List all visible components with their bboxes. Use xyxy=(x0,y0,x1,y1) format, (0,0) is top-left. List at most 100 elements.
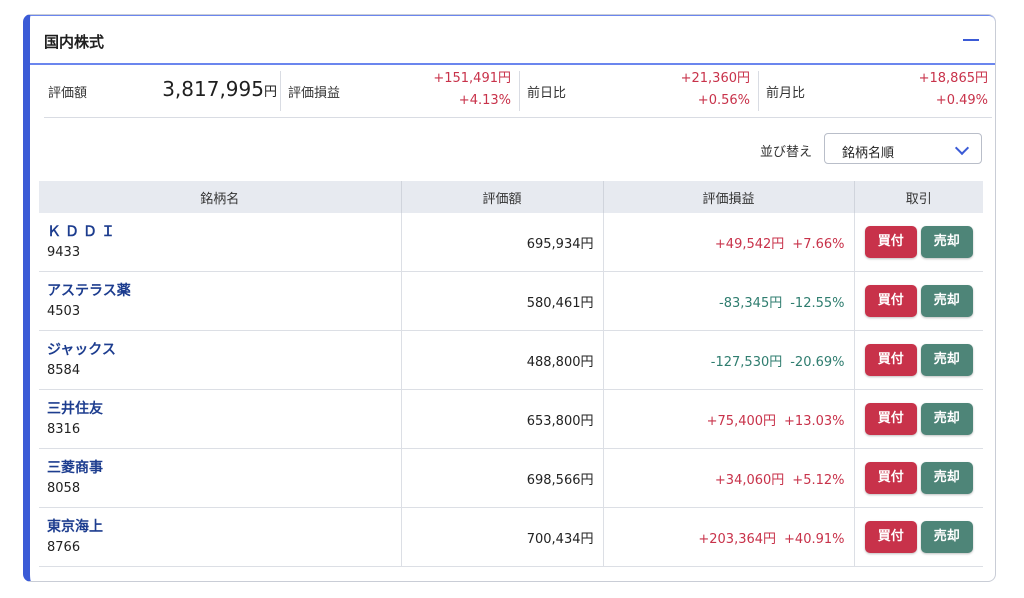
buy-button[interactable]: 買付 xyxy=(864,521,917,553)
header-trade: 取引 xyxy=(854,181,983,213)
valuation-cell: 580,461円 xyxy=(401,271,604,331)
pl-amount: +75,400円 xyxy=(706,413,777,429)
pl-amount: -127,530円 xyxy=(710,354,783,370)
panel-header: 国内株式 xyxy=(30,15,995,65)
stock-cell: ジャックス 8584 xyxy=(39,330,402,390)
stock-cell: 三井住友 8316 xyxy=(39,389,402,449)
valuation-cell: 695,934円 xyxy=(401,213,604,272)
trade-cell: 買付 売却 xyxy=(854,389,983,449)
valuation-cell: 698,566円 xyxy=(401,448,604,508)
profit-loss-cell: +34,060円 +5.12% xyxy=(603,448,855,508)
valuation-cell: 653,800円 xyxy=(401,389,604,449)
summary-month: 前月比 +18,865円 +0.49% xyxy=(766,67,988,117)
stock-cell: 三菱商事 8058 xyxy=(39,448,402,508)
holdings-table: 銘柄名 評価額 評価損益 取引 ＫＤＤＩ 9433 695,934円 +49,5… xyxy=(39,181,983,567)
month-change-label: 前月比 xyxy=(766,86,806,101)
table-row: 東京海上 8766 700,434円 +203,364円 +40.91% 買付 売却 xyxy=(39,507,983,567)
pl-amount: +34,060円 xyxy=(714,472,785,488)
pl-amount: +151,491円 xyxy=(433,71,511,86)
stock-name-link[interactable]: ＫＤＤＩ xyxy=(47,223,119,240)
table-row: 三菱商事 8058 698,566円 +34,060円 +5.12% 買付 売却 xyxy=(39,448,983,508)
day-change-label: 前日比 xyxy=(527,86,567,101)
table-row: ＫＤＤＩ 9433 695,934円 +49,542円 +7.66% 買付 売却 xyxy=(39,213,983,272)
profit-loss-cell: -127,530円 -20.69% xyxy=(603,330,855,390)
trade-cell: 買付 売却 xyxy=(854,213,983,272)
trade-cell: 買付 売却 xyxy=(854,507,983,567)
month-change-percent: +0.49% xyxy=(935,93,988,108)
stock-cell: 東京海上 8766 xyxy=(39,507,402,567)
sell-button[interactable]: 売却 xyxy=(920,462,973,494)
header-profit-loss: 評価損益 xyxy=(603,181,855,213)
table-row: アステラス薬 4503 580,461円 -83,345円 -12.55% 買付売… xyxy=(39,271,983,331)
stock-name-link[interactable]: 三菱商事 xyxy=(47,459,103,476)
stock-name-link[interactable]: ジャックス xyxy=(47,341,116,358)
buy-button[interactable]: 買付 xyxy=(864,285,917,317)
divider xyxy=(280,71,281,111)
table-row: ジャックス 8584 488,800円 -127,530円 -20.69% 買付売… xyxy=(39,330,983,390)
pl-percent: +7.66% xyxy=(792,236,845,252)
sell-button[interactable]: 売却 xyxy=(920,521,973,553)
day-change-percent: +0.56% xyxy=(697,93,750,108)
trade-cell: 買付 売却 xyxy=(854,330,983,390)
valuation-cell: 488,800円 xyxy=(401,330,604,390)
sell-button[interactable]: 売却 xyxy=(920,226,973,258)
table-header-row: 銘柄名 評価額 評価損益 取引 xyxy=(39,181,983,213)
profit-loss-cell: +203,364円 +40.91% xyxy=(603,507,855,567)
sort-dropdown[interactable]: 銘柄名順 xyxy=(824,133,982,164)
profit-loss-cell: -83,345円 -12.55% xyxy=(603,271,855,331)
day-change-values: +21,360円 +0.56% xyxy=(681,68,750,112)
divider xyxy=(758,71,759,111)
stock-code: 4503 xyxy=(47,303,81,319)
stock-code: 8584 xyxy=(47,362,81,378)
stock-cell: アステラス薬 4503 xyxy=(39,271,402,331)
valuation-label: 評価額 xyxy=(48,86,88,101)
summary-bar: 評価額 3,817,995円 評価損益 +151,491円 +4.13% 前日比… xyxy=(44,67,992,118)
header-stock-name: 銘柄名 xyxy=(39,181,402,213)
pl-percent: +13.03% xyxy=(784,413,845,429)
trade-cell: 買付 売却 xyxy=(854,271,983,331)
buy-button[interactable]: 買付 xyxy=(864,462,917,494)
summary-day: 前日比 +21,360円 +0.56% xyxy=(527,67,750,117)
buy-button[interactable]: 買付 xyxy=(864,226,917,258)
buy-button[interactable]: 買付 xyxy=(864,344,917,376)
valuation-unit: 円 xyxy=(263,85,277,100)
minus-icon[interactable] xyxy=(959,28,983,52)
pl-percent: +4.13% xyxy=(458,93,511,108)
month-change-values: +18,865円 +0.49% xyxy=(919,68,988,112)
pl-percent: -12.55% xyxy=(790,295,845,311)
trade-cell: 買付 売却 xyxy=(854,448,983,508)
stock-cell: ＫＤＤＩ 9433 xyxy=(39,213,402,272)
stock-name-link[interactable]: アステラス薬 xyxy=(47,282,131,299)
stock-name-link[interactable]: 三井住友 xyxy=(47,400,103,417)
sort-label: 並び替え xyxy=(760,145,813,160)
table-row: 三井住友 8316 653,800円 +75,400円 +13.03% 買付 売却 xyxy=(39,389,983,449)
pl-percent: +5.12% xyxy=(792,472,845,488)
chevron-down-icon xyxy=(954,140,970,156)
sell-button[interactable]: 売却 xyxy=(920,344,973,376)
sell-button[interactable]: 売却 xyxy=(920,403,973,435)
pl-values: +151,491円 +4.13% xyxy=(433,68,511,112)
pl-amount: +49,542円 xyxy=(714,236,785,252)
day-change-amount: +21,360円 xyxy=(680,71,750,86)
month-change-amount: +18,865円 xyxy=(918,71,988,86)
divider xyxy=(519,71,520,111)
profit-loss-cell: +75,400円 +13.03% xyxy=(603,389,855,449)
valuation-value: 3,817,995 xyxy=(162,77,264,101)
stock-name-link[interactable]: 東京海上 xyxy=(47,518,103,535)
sell-button[interactable]: 売却 xyxy=(920,285,973,317)
pl-amount: -83,345円 xyxy=(719,295,783,311)
stock-code: 9433 xyxy=(47,244,81,260)
sort-selected-value: 銘柄名順 xyxy=(842,146,895,161)
panel-title: 国内株式 xyxy=(44,33,105,51)
summary-valuation: 評価額 3,817,995円 xyxy=(48,67,277,117)
pl-amount: +203,364円 xyxy=(698,531,777,547)
summary-pl: 評価損益 +151,491円 +4.13% xyxy=(288,67,511,117)
pl-label: 評価損益 xyxy=(288,86,341,101)
valuation-total: 3,817,995円 xyxy=(162,77,277,101)
stock-code: 8316 xyxy=(47,421,81,437)
stock-code: 8058 xyxy=(47,480,81,496)
buy-button[interactable]: 買付 xyxy=(864,403,917,435)
pl-percent: -20.69% xyxy=(790,354,845,370)
profit-loss-cell: +49,542円 +7.66% xyxy=(603,213,855,272)
stock-code: 8766 xyxy=(47,539,81,555)
